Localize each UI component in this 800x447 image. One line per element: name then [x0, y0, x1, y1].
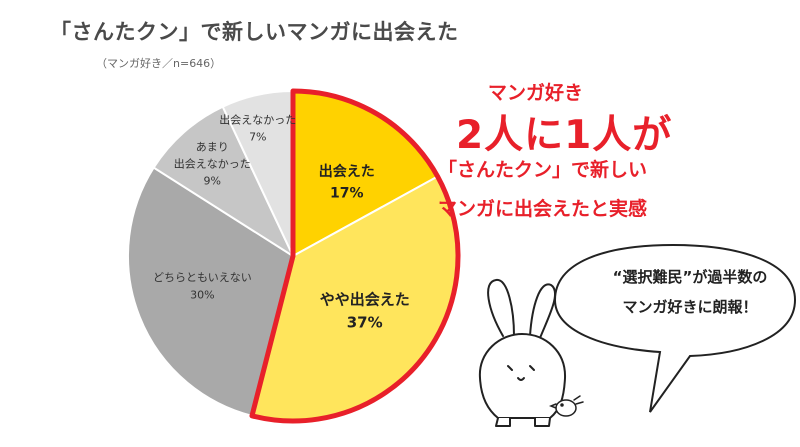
slice-value-label: 30% [190, 288, 214, 301]
slice-category-label: やや出会えた [320, 290, 410, 308]
slice-category-label: 出会えなかった [219, 112, 296, 126]
slice-value-label: 17% [330, 186, 364, 202]
headline-line-1: マンガ好き [488, 82, 584, 104]
slice-value-label: 9% [204, 174, 221, 187]
slice-value-label: 7% [249, 130, 266, 143]
headline-line-4: マンガに出会えたと実感 [438, 198, 648, 220]
speech-bubble [553, 243, 797, 413]
bubble-line-1: “選択難民”が過半数の [612, 268, 768, 286]
highlight-outline [249, 88, 461, 424]
headline-line-3: 「さんたクン」で新しい [438, 159, 648, 181]
chick-illustration [548, 395, 584, 417]
pie-slice [152, 105, 296, 259]
slice-category-label: 出会えなかった [174, 156, 251, 170]
pie-slice [127, 166, 295, 418]
slice-category-label: あまり [196, 140, 229, 153]
bubble-text: “選択難民”が過半数の マンガ好きに朗報！ [590, 262, 790, 322]
rabbit-illustration [478, 279, 567, 427]
chart-subtitle: （マンガ好き／n=646） [96, 57, 222, 70]
bubble-line-2: マンガ好きに朗報！ [622, 298, 758, 316]
slice-category-label: どちらともいえない [153, 271, 252, 284]
slice-category-label: 出会えた [319, 163, 375, 180]
headline-line-2: 2人に1人が [456, 113, 673, 158]
slice-value-label: 37% [347, 314, 383, 332]
chart-title: 「さんたクン」で新しいマンガに出会えた [50, 20, 459, 44]
